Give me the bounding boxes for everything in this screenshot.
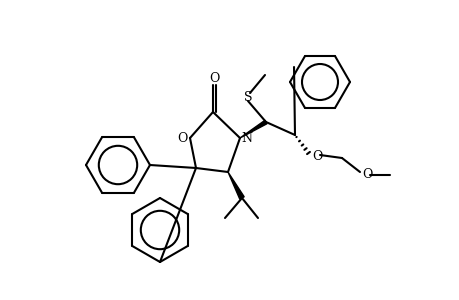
Polygon shape xyxy=(228,172,244,199)
Text: O: O xyxy=(208,71,218,85)
Text: O: O xyxy=(176,133,187,146)
Text: S: S xyxy=(243,91,252,103)
Text: N: N xyxy=(241,133,252,146)
Text: O: O xyxy=(361,169,371,182)
Polygon shape xyxy=(240,120,267,138)
Text: O: O xyxy=(311,149,321,163)
